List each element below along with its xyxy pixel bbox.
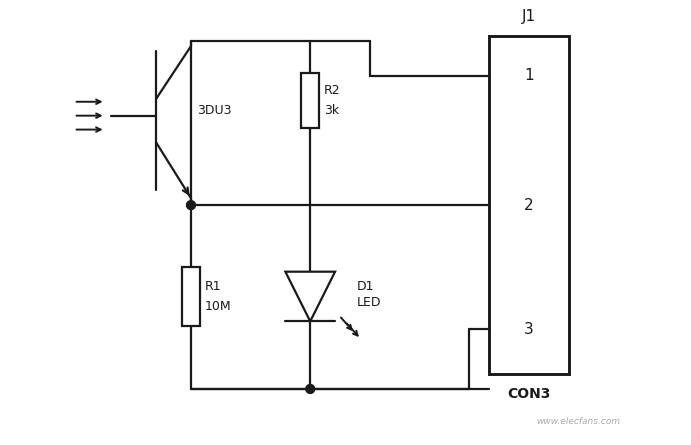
Text: J1: J1 bbox=[522, 9, 536, 24]
Text: CON3: CON3 bbox=[507, 387, 551, 401]
Text: 3k: 3k bbox=[324, 104, 339, 117]
Bar bbox=[182, 267, 200, 326]
Text: 3DU3: 3DU3 bbox=[197, 104, 231, 117]
Bar bbox=[489, 36, 569, 374]
Polygon shape bbox=[285, 272, 335, 321]
Text: LED: LED bbox=[357, 296, 381, 309]
Text: D1: D1 bbox=[357, 280, 375, 293]
Circle shape bbox=[305, 384, 314, 393]
Text: 2: 2 bbox=[524, 198, 533, 213]
Text: www.elecfans.com: www.elecfans.com bbox=[536, 417, 621, 426]
Text: R1: R1 bbox=[205, 280, 222, 293]
Circle shape bbox=[187, 201, 196, 210]
Text: 10M: 10M bbox=[205, 300, 231, 313]
Text: 1: 1 bbox=[524, 69, 533, 83]
Text: R2: R2 bbox=[324, 84, 341, 97]
Bar bbox=[301, 73, 319, 128]
Text: 3: 3 bbox=[524, 322, 533, 337]
